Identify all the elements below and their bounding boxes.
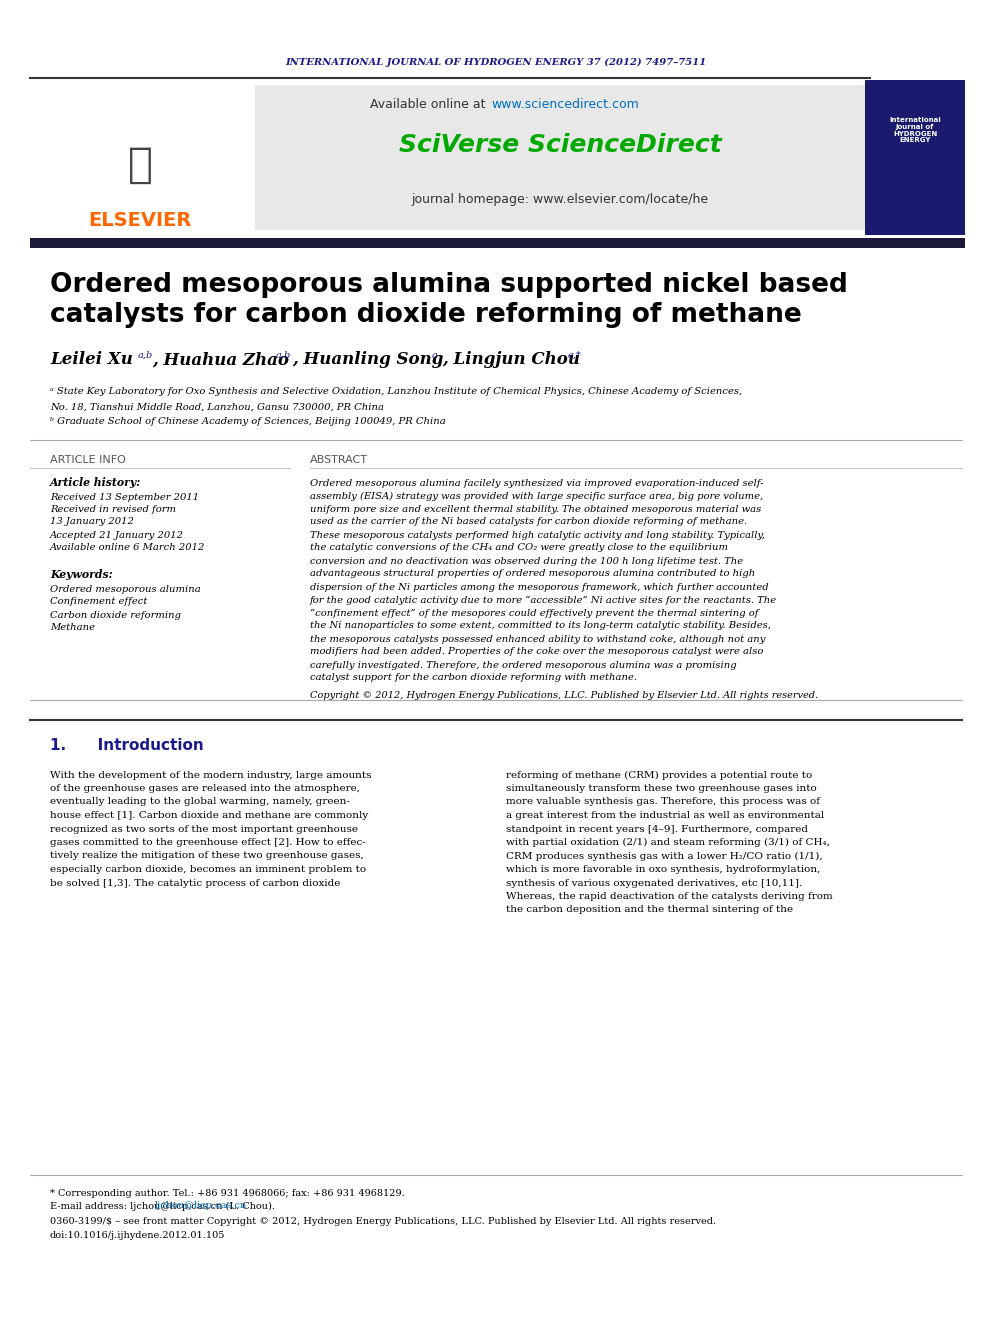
Text: more valuable synthesis gas. Therefore, this process was of: more valuable synthesis gas. Therefore, … — [506, 798, 820, 807]
Text: standpoint in recent years [4–9]. Furthermore, compared: standpoint in recent years [4–9]. Furthe… — [506, 824, 808, 833]
FancyBboxPatch shape — [30, 79, 250, 235]
Text: house effect [1]. Carbon dioxide and methane are commonly: house effect [1]. Carbon dioxide and met… — [50, 811, 368, 820]
Text: Whereas, the rapid deactivation of the catalysts deriving from: Whereas, the rapid deactivation of the c… — [506, 892, 832, 901]
Text: “confinement effect” of the mesopores could effectively prevent the thermal sint: “confinement effect” of the mesopores co… — [310, 609, 759, 618]
Text: 0360-3199/$ – see front matter Copyright © 2012, Hydrogen Energy Publications, L: 0360-3199/$ – see front matter Copyright… — [50, 1217, 716, 1226]
Text: Available online 6 March 2012: Available online 6 March 2012 — [50, 544, 205, 553]
Text: 13 January 2012: 13 January 2012 — [50, 517, 134, 527]
Text: journal homepage: www.elsevier.com/locate/he: journal homepage: www.elsevier.com/locat… — [412, 193, 708, 206]
Text: gases committed to the greenhouse effect [2]. How to effec-: gases committed to the greenhouse effect… — [50, 837, 366, 847]
Text: a,b: a,b — [276, 351, 292, 360]
Text: with partial oxidation (2/1) and steam reforming (3/1) of CH₄,: with partial oxidation (2/1) and steam r… — [506, 837, 830, 847]
Text: E-mail address: ljchou@licp.cas.cn (L. Chou).: E-mail address: ljchou@licp.cas.cn (L. C… — [50, 1201, 275, 1211]
Text: These mesoporous catalysts performed high catalytic activity and long stability.: These mesoporous catalysts performed hig… — [310, 531, 765, 540]
Text: Article history:: Article history: — [50, 478, 141, 488]
Text: No. 18, Tianshui Middle Road, Lanzhou, Gansu 730000, PR China: No. 18, Tianshui Middle Road, Lanzhou, G… — [50, 402, 384, 411]
Text: ᵃ State Key Laboratory for Oxo Synthesis and Selective Oxidation, Lanzhou Instit: ᵃ State Key Laboratory for Oxo Synthesis… — [50, 388, 742, 397]
Text: Carbon dioxide reforming: Carbon dioxide reforming — [50, 610, 181, 619]
Text: Received in revised form: Received in revised form — [50, 505, 176, 515]
Text: tively realize the mitigation of these two greenhouse gases,: tively realize the mitigation of these t… — [50, 852, 364, 860]
Text: Accepted 21 January 2012: Accepted 21 January 2012 — [50, 531, 184, 540]
Text: Available online at: Available online at — [370, 98, 490, 111]
Text: synthesis of various oxygenated derivatives, etc [10,11].: synthesis of various oxygenated derivati… — [506, 878, 803, 888]
Text: simultaneously transform these two greenhouse gases into: simultaneously transform these two green… — [506, 785, 816, 792]
Text: , Huanling Song: , Huanling Song — [292, 352, 443, 369]
Text: for the good catalytic activity due to more “accessible” Ni active sites for the: for the good catalytic activity due to m… — [310, 595, 777, 605]
Text: advantageous structural properties of ordered mesoporous alumina contributed to : advantageous structural properties of or… — [310, 569, 755, 578]
Text: recognized as two sorts of the most important greenhouse: recognized as two sorts of the most impo… — [50, 824, 358, 833]
Text: ELSEVIER: ELSEVIER — [88, 210, 191, 229]
Text: * Corresponding author. Tel.: +86 931 4968066; fax: +86 931 4968129.: * Corresponding author. Tel.: +86 931 49… — [50, 1188, 405, 1197]
Text: conversion and no deactivation was observed during the 100 h long lifetime test.: conversion and no deactivation was obser… — [310, 557, 743, 565]
Text: carefully investigated. Therefore, the ordered mesoporous alumina was a promisin: carefully investigated. Therefore, the o… — [310, 660, 737, 669]
Text: uniform pore size and excellent thermal stability. The obtained mesoporous mater: uniform pore size and excellent thermal … — [310, 504, 761, 513]
Text: catalyst support for the carbon dioxide reforming with methane.: catalyst support for the carbon dioxide … — [310, 673, 637, 683]
Text: catalysts for carbon dioxide reforming of methane: catalysts for carbon dioxide reforming o… — [50, 302, 802, 328]
Text: www.sciencedirect.com: www.sciencedirect.com — [491, 98, 639, 111]
Text: modifiers had been added. Properties of the coke over the mesoporous catalyst we: modifiers had been added. Properties of … — [310, 647, 764, 656]
Text: a,b: a,b — [138, 351, 153, 360]
Text: a,*: a,* — [568, 351, 582, 360]
Text: the Ni nanoparticles to some extent, committed to its long-term catalytic stabil: the Ni nanoparticles to some extent, com… — [310, 622, 771, 631]
Text: a: a — [432, 351, 437, 360]
Text: SciVerse ScienceDirect: SciVerse ScienceDirect — [399, 134, 721, 157]
Text: Ordered mesoporous alumina facilely synthesized via improved evaporation-induced: Ordered mesoporous alumina facilely synt… — [310, 479, 764, 487]
Text: doi:10.1016/j.ijhydene.2012.01.105: doi:10.1016/j.ijhydene.2012.01.105 — [50, 1230, 225, 1240]
Text: Methane: Methane — [50, 623, 95, 632]
Text: Ordered mesoporous alumina supported nickel based: Ordered mesoporous alumina supported nic… — [50, 273, 848, 298]
Text: ARTICLE INFO: ARTICLE INFO — [50, 455, 126, 464]
Text: the carbon deposition and the thermal sintering of the: the carbon deposition and the thermal si… — [506, 905, 794, 914]
Text: International
Journal of
HYDROGEN
ENERGY: International Journal of HYDROGEN ENERGY — [889, 116, 940, 143]
Text: Keywords:: Keywords: — [50, 569, 113, 581]
Text: Leilei Xu: Leilei Xu — [50, 352, 133, 369]
Text: With the development of the modern industry, large amounts: With the development of the modern indus… — [50, 770, 371, 779]
Text: Confinement effect: Confinement effect — [50, 598, 148, 606]
Text: , Huahua Zhao: , Huahua Zhao — [152, 352, 289, 369]
Text: dispersion of the Ni particles among the mesoporous framework, which further acc: dispersion of the Ni particles among the… — [310, 582, 769, 591]
Text: ABSTRACT: ABSTRACT — [310, 455, 368, 464]
Text: 1.      Introduction: 1. Introduction — [50, 737, 203, 753]
Text: 🌳: 🌳 — [128, 144, 153, 187]
Text: , Lingjun Chou: , Lingjun Chou — [442, 352, 580, 369]
Text: Copyright © 2012, Hydrogen Energy Publications, LLC. Published by Elsevier Ltd. : Copyright © 2012, Hydrogen Energy Public… — [310, 692, 818, 700]
Text: used as the carrier of the Ni based catalysts for carbon dioxide reforming of me: used as the carrier of the Ni based cata… — [310, 517, 747, 527]
Text: be solved [1,3]. The catalytic process of carbon dioxide: be solved [1,3]. The catalytic process o… — [50, 878, 340, 888]
Text: the catalytic conversions of the CH₄ and CO₂ were greatly close to the equilibri: the catalytic conversions of the CH₄ and… — [310, 544, 728, 553]
Text: assembly (EISA) strategy was provided with large specific surface area, big pore: assembly (EISA) strategy was provided wi… — [310, 491, 763, 500]
Text: ᵇ Graduate School of Chinese Academy of Sciences, Beijing 100049, PR China: ᵇ Graduate School of Chinese Academy of … — [50, 418, 445, 426]
Text: the mesoporous catalysts possessed enhanced ability to withstand coke, although : the mesoporous catalysts possessed enhan… — [310, 635, 766, 643]
Text: INTERNATIONAL JOURNAL OF HYDROGEN ENERGY 37 (2012) 7497–7511: INTERNATIONAL JOURNAL OF HYDROGEN ENERGY… — [286, 57, 706, 66]
Text: reforming of methane (CRM) provides a potential route to: reforming of methane (CRM) provides a po… — [506, 770, 812, 779]
Text: a great interest from the industrial as well as environmental: a great interest from the industrial as … — [506, 811, 824, 820]
Text: ljchou@licp.cas.cn: ljchou@licp.cas.cn — [155, 1201, 247, 1211]
Text: eventually leading to the global warming, namely, green-: eventually leading to the global warming… — [50, 798, 350, 807]
Text: of the greenhouse gases are released into the atmosphere,: of the greenhouse gases are released int… — [50, 785, 360, 792]
Text: especially carbon dioxide, becomes an imminent problem to: especially carbon dioxide, becomes an im… — [50, 865, 366, 875]
FancyBboxPatch shape — [255, 85, 865, 230]
Text: which is more favorable in oxo synthesis, hydroformylation,: which is more favorable in oxo synthesis… — [506, 865, 820, 875]
Text: CRM produces synthesis gas with a lower H₂/CO ratio (1/1),: CRM produces synthesis gas with a lower … — [506, 852, 822, 860]
FancyBboxPatch shape — [30, 238, 965, 247]
FancyBboxPatch shape — [865, 79, 965, 235]
Text: Received 13 September 2011: Received 13 September 2011 — [50, 492, 199, 501]
Text: Ordered mesoporous alumina: Ordered mesoporous alumina — [50, 585, 200, 594]
